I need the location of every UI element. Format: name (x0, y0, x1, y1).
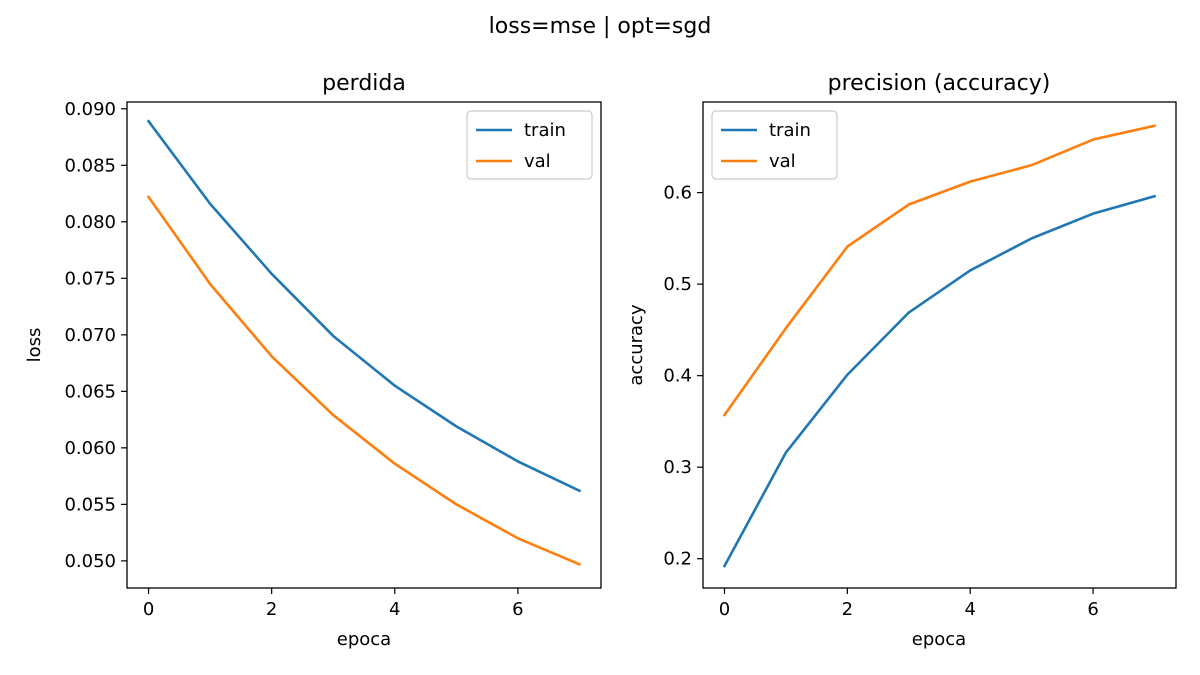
accuracy-ytick-label: 0.3 (663, 457, 692, 478)
figure-suptitle: loss=mse | opt=sgd (489, 14, 712, 39)
accuracy-xtick-label: 0 (719, 599, 730, 620)
loss-xtick-label: 4 (389, 599, 400, 620)
accuracy-ytick-label: 0.6 (663, 183, 692, 204)
loss-legend: train val (466, 110, 593, 180)
accuracy-chart-panel: precision (accuracy) epoca accuracy 0 2 4 6… (626, 71, 1177, 650)
loss-legend-val-label: val (524, 151, 551, 172)
accuracy-xtick-label: 4 (964, 599, 975, 620)
accuracy-legend: train val (711, 110, 838, 180)
loss-xtick-label: 6 (512, 599, 523, 620)
loss-xtick-label: 2 (266, 599, 277, 620)
loss-ytick-label: 0.050 (64, 551, 116, 572)
loss-plot-frame (126, 101, 602, 589)
accuracy-ytick-label: 0.4 (663, 366, 692, 387)
accuracy-chart-xlabel: epoca (912, 629, 966, 650)
accuracy-legend-val-label: val (769, 151, 796, 172)
loss-ytick-label: 0.075 (64, 268, 116, 289)
loss-ytick-label: 0.065 (64, 381, 116, 402)
loss-ytick-label: 0.085 (64, 155, 116, 176)
loss-legend-train-label: train (524, 120, 566, 141)
loss-ytick-label: 0.080 (64, 212, 116, 233)
loss-ytick-label: 0.055 (64, 494, 116, 515)
accuracy-plot-frame (702, 101, 1177, 589)
loss-chart-ylabel: loss (24, 328, 45, 363)
loss-chart-panel: perdida epoca loss 0 2 4 6 0.050 0.055 0.060 0.… (24, 71, 602, 650)
accuracy-xtick-label: 2 (842, 599, 853, 620)
accuracy-chart-ylabel: accuracy (626, 304, 647, 386)
accuracy-legend-train-label: train (769, 120, 811, 141)
loss-ytick-label: 0.070 (64, 325, 116, 346)
loss-ytick-label: 0.090 (64, 99, 116, 120)
loss-xtick-label: 0 (143, 599, 154, 620)
accuracy-series-train-line (722, 194, 1157, 568)
loss-chart-xlabel: epoca (337, 629, 391, 650)
loss-series-train-line (146, 119, 582, 493)
accuracy-series-val-line (722, 124, 1157, 417)
accuracy-ytick-label: 0.5 (663, 274, 692, 295)
loss-chart-title: perdida (322, 71, 406, 96)
accuracy-ytick-label: 0.2 (663, 549, 692, 570)
accuracy-xtick-label: 6 (1087, 599, 1098, 620)
accuracy-chart-title: precision (accuracy) (828, 71, 1051, 96)
loss-series-val-line (146, 195, 582, 566)
loss-ytick-label: 0.060 (64, 438, 116, 459)
